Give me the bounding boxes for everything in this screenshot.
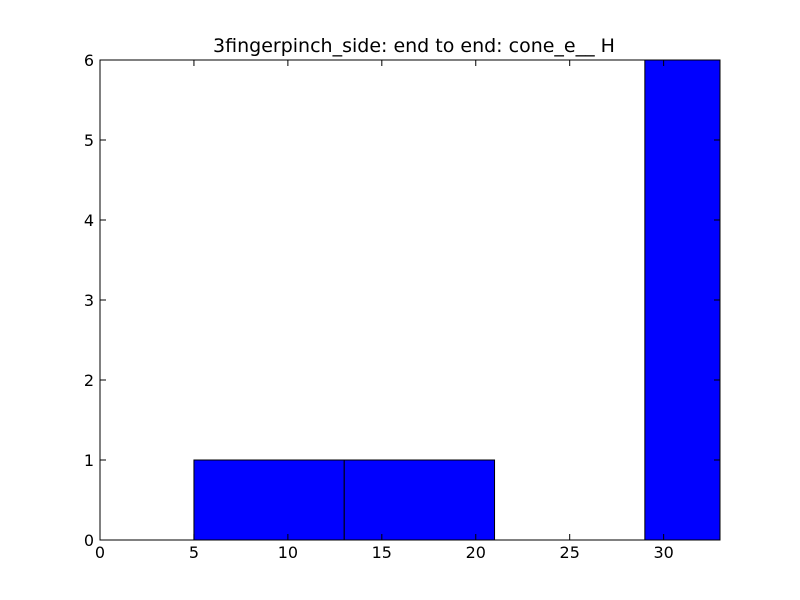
x-tick-label: 5: [189, 543, 199, 562]
histogram-bar-1: [193, 459, 345, 541]
y-tick-label: 4: [84, 211, 94, 230]
x-tick-label: 10: [278, 543, 298, 562]
y-tick-label: 2: [84, 371, 94, 390]
histogram-bar-2: [343, 459, 496, 541]
x-tick-label: 25: [560, 543, 580, 562]
y-axis-ticks: 0 1 2 3 4 5 6: [84, 51, 720, 550]
y-tick-label: 5: [84, 131, 94, 150]
bars-group: [193, 59, 721, 541]
y-tick-label: 6: [84, 51, 94, 70]
y-tick-label: 1: [84, 451, 94, 470]
x-tick-label: 0: [95, 543, 105, 562]
x-axis-ticks: 0 5 10 15 20 25 30: [95, 60, 674, 562]
x-tick-label: 20: [466, 543, 486, 562]
x-tick-label: 15: [372, 543, 392, 562]
y-tick-label: 0: [84, 531, 94, 550]
y-tick-label: 3: [84, 291, 94, 310]
x-tick-label: 30: [653, 543, 673, 562]
chart-title: 3fingerpinch_side: end to end: cone_e__ …: [213, 35, 615, 57]
histogram-bar-4: [644, 59, 721, 541]
